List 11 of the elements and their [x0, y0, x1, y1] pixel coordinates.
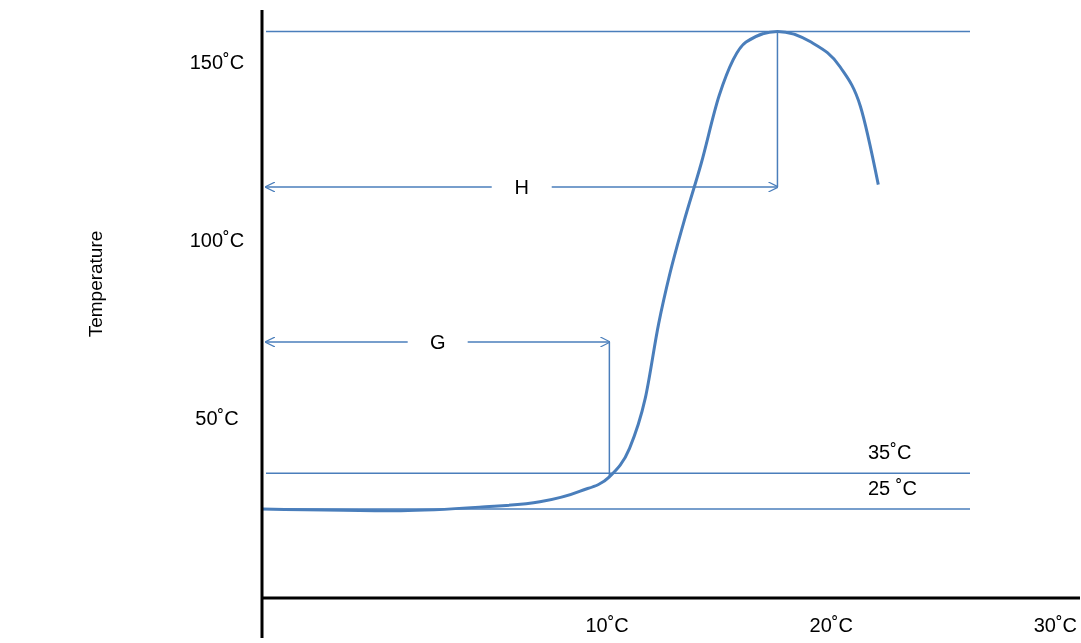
y-tick-label: 100˚C	[189, 228, 245, 251]
ref-line-label: G	[429, 331, 446, 353]
y-tick-label: 150˚C	[189, 50, 245, 73]
ref-line-label: 25 ˚C	[868, 476, 917, 499]
ref-line-label: 35˚C	[868, 441, 912, 464]
ref-line-label: H	[514, 176, 529, 198]
x-tick-label: 10˚C	[585, 614, 629, 636]
x-tick-label: 30˚C	[1033, 614, 1078, 636]
x-tick-label: 20˚C	[809, 614, 853, 636]
y-axis-title: Temperature	[85, 230, 106, 338]
y-tick-label: 50˚C	[195, 407, 239, 430]
